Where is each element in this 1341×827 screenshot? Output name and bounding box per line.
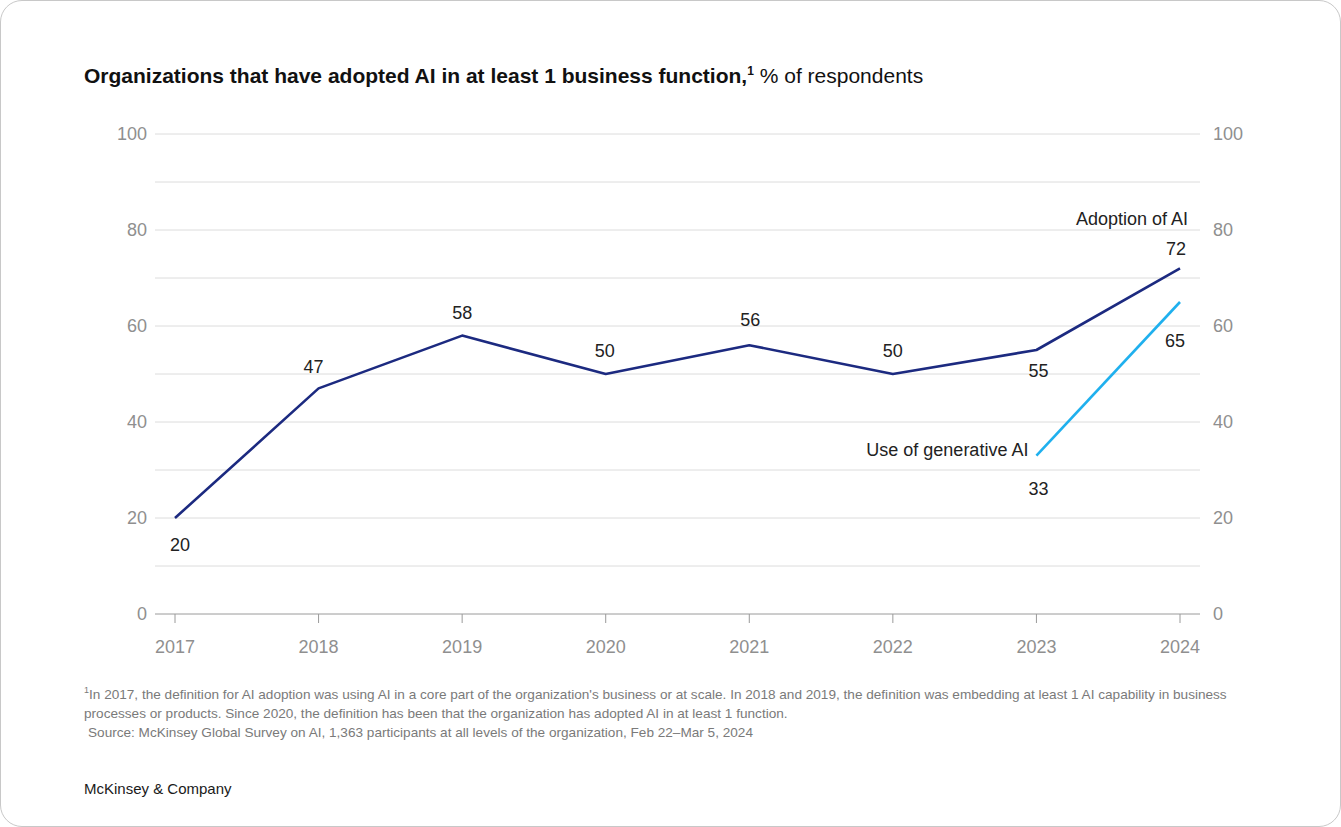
chart: 0204060801000204060801002017201820192020…: [0, 0, 1341, 827]
source: Source: McKinsey Global Survey on AI, 1,…: [84, 723, 1254, 742]
grid-line: [155, 134, 1200, 135]
y2-tick-label: 0: [1213, 604, 1223, 624]
data-label: 33: [1028, 479, 1048, 499]
title-block: Organizations that have adopted AI in at…: [84, 64, 923, 88]
series-label: Adoption of AI: [1076, 209, 1188, 229]
data-label: 50: [595, 341, 615, 361]
footnote-text: In 2017, the definition for AI adoption …: [84, 687, 1227, 721]
x-tick: [318, 614, 319, 623]
x-tick-label: 2017: [155, 637, 195, 657]
x-tick-label: 2019: [442, 637, 482, 657]
x-tick: [1180, 614, 1181, 623]
footnote-block: 1In 2017, the definition for AI adoption…: [84, 681, 1254, 742]
x-tick-label: 2021: [729, 637, 769, 657]
baseline: [155, 614, 1200, 615]
x-tick: [605, 614, 606, 623]
y2-tick-label: 100: [1213, 124, 1243, 144]
data-label: 20: [170, 535, 190, 555]
x-tick: [1036, 614, 1037, 623]
x-tick-label: 2024: [1160, 637, 1200, 657]
footnote-mark: 1: [747, 64, 754, 78]
y-tick-label: 40: [127, 412, 147, 432]
grid-line: [155, 422, 1200, 423]
grid-line: [155, 518, 1200, 519]
x-tick: [175, 614, 176, 623]
x-tick: [462, 614, 463, 623]
data-label: 58: [452, 303, 472, 323]
y-tick-label: 60: [127, 316, 147, 336]
y-tick-label: 80: [127, 220, 147, 240]
data-label: 47: [304, 357, 324, 377]
grid-line: [155, 566, 1200, 567]
x-tick: [749, 614, 750, 623]
data-label: 65: [1165, 331, 1185, 351]
brand: McKinsey & Company: [84, 780, 232, 797]
x-tick-label: 2020: [586, 637, 626, 657]
data-label: 50: [883, 341, 903, 361]
grid-line: [155, 470, 1200, 471]
data-label: 72: [1166, 239, 1186, 259]
footnote-mark: 1: [84, 685, 89, 695]
data-label: 56: [740, 310, 760, 330]
grid-line: [155, 278, 1200, 279]
y-tick-label: 0: [137, 604, 147, 624]
data-label: 55: [1028, 361, 1048, 381]
plot-area: [175, 268, 1180, 518]
y2-tick-label: 40: [1213, 412, 1233, 432]
grid-line: [155, 182, 1200, 183]
x-tick-label: 2018: [299, 637, 339, 657]
y2-tick-label: 60: [1213, 316, 1233, 336]
grid-line: [155, 326, 1200, 327]
x-tick-label: 2023: [1016, 637, 1056, 657]
y-tick-label: 20: [127, 508, 147, 528]
y-tick-label: 100: [117, 124, 147, 144]
series-label: Use of generative AI: [866, 440, 1028, 460]
title: Organizations that have adopted AI in at…: [84, 64, 747, 87]
series-line: [175, 268, 1180, 518]
grid-line: [155, 230, 1200, 231]
x-tick: [892, 614, 893, 623]
footnote: 1In 2017, the definition for AI adoption…: [84, 681, 1254, 723]
card: [0, 0, 1341, 827]
series-line: [1036, 302, 1180, 456]
y2-tick-label: 20: [1213, 508, 1233, 528]
y2-tick-label: 80: [1213, 220, 1233, 240]
subtitle: % of respondents: [760, 64, 923, 87]
x-tick-label: 2022: [873, 637, 913, 657]
